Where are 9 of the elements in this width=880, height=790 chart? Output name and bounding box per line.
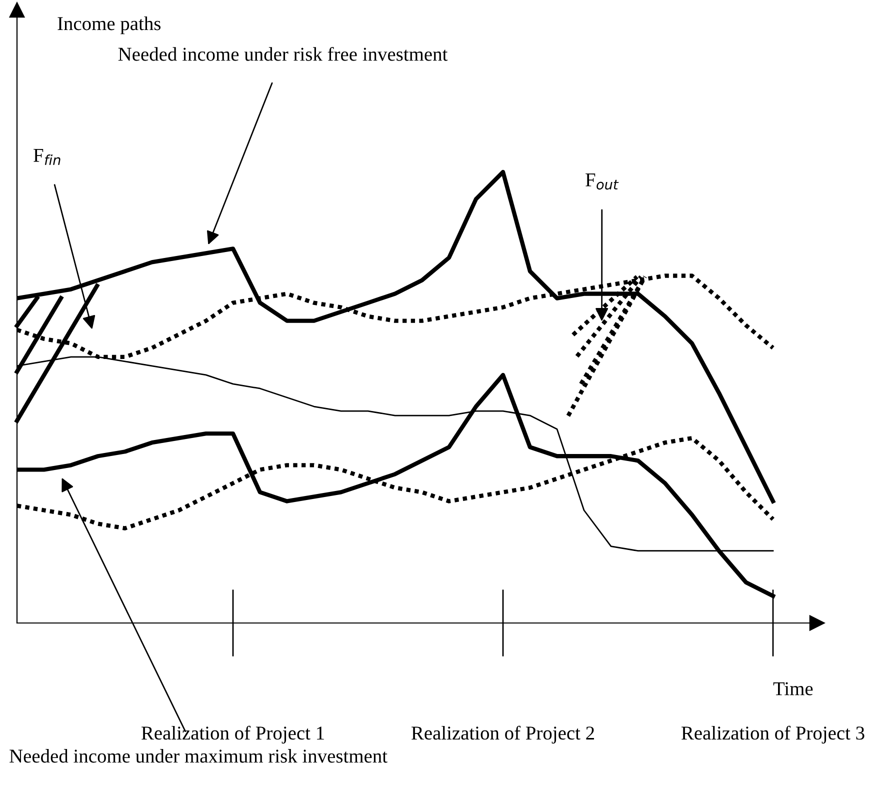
text: Needed income under maximum risk investment [10, 749, 388, 763]
x-axis-title: Time [773, 682, 813, 696]
x-tick-label: Realization of Project 2 [411, 726, 594, 744]
text: Income paths [58, 16, 161, 34]
text: F$_{fin}$ [34, 148, 60, 165]
x-tick-label: Realization of Project 3 [681, 726, 864, 744]
text: Needed income under risk free investment [118, 46, 448, 61]
x-tick-label: Realization of Project 1 [141, 726, 324, 744]
annotation: F$_{out}$ [586, 173, 619, 190]
